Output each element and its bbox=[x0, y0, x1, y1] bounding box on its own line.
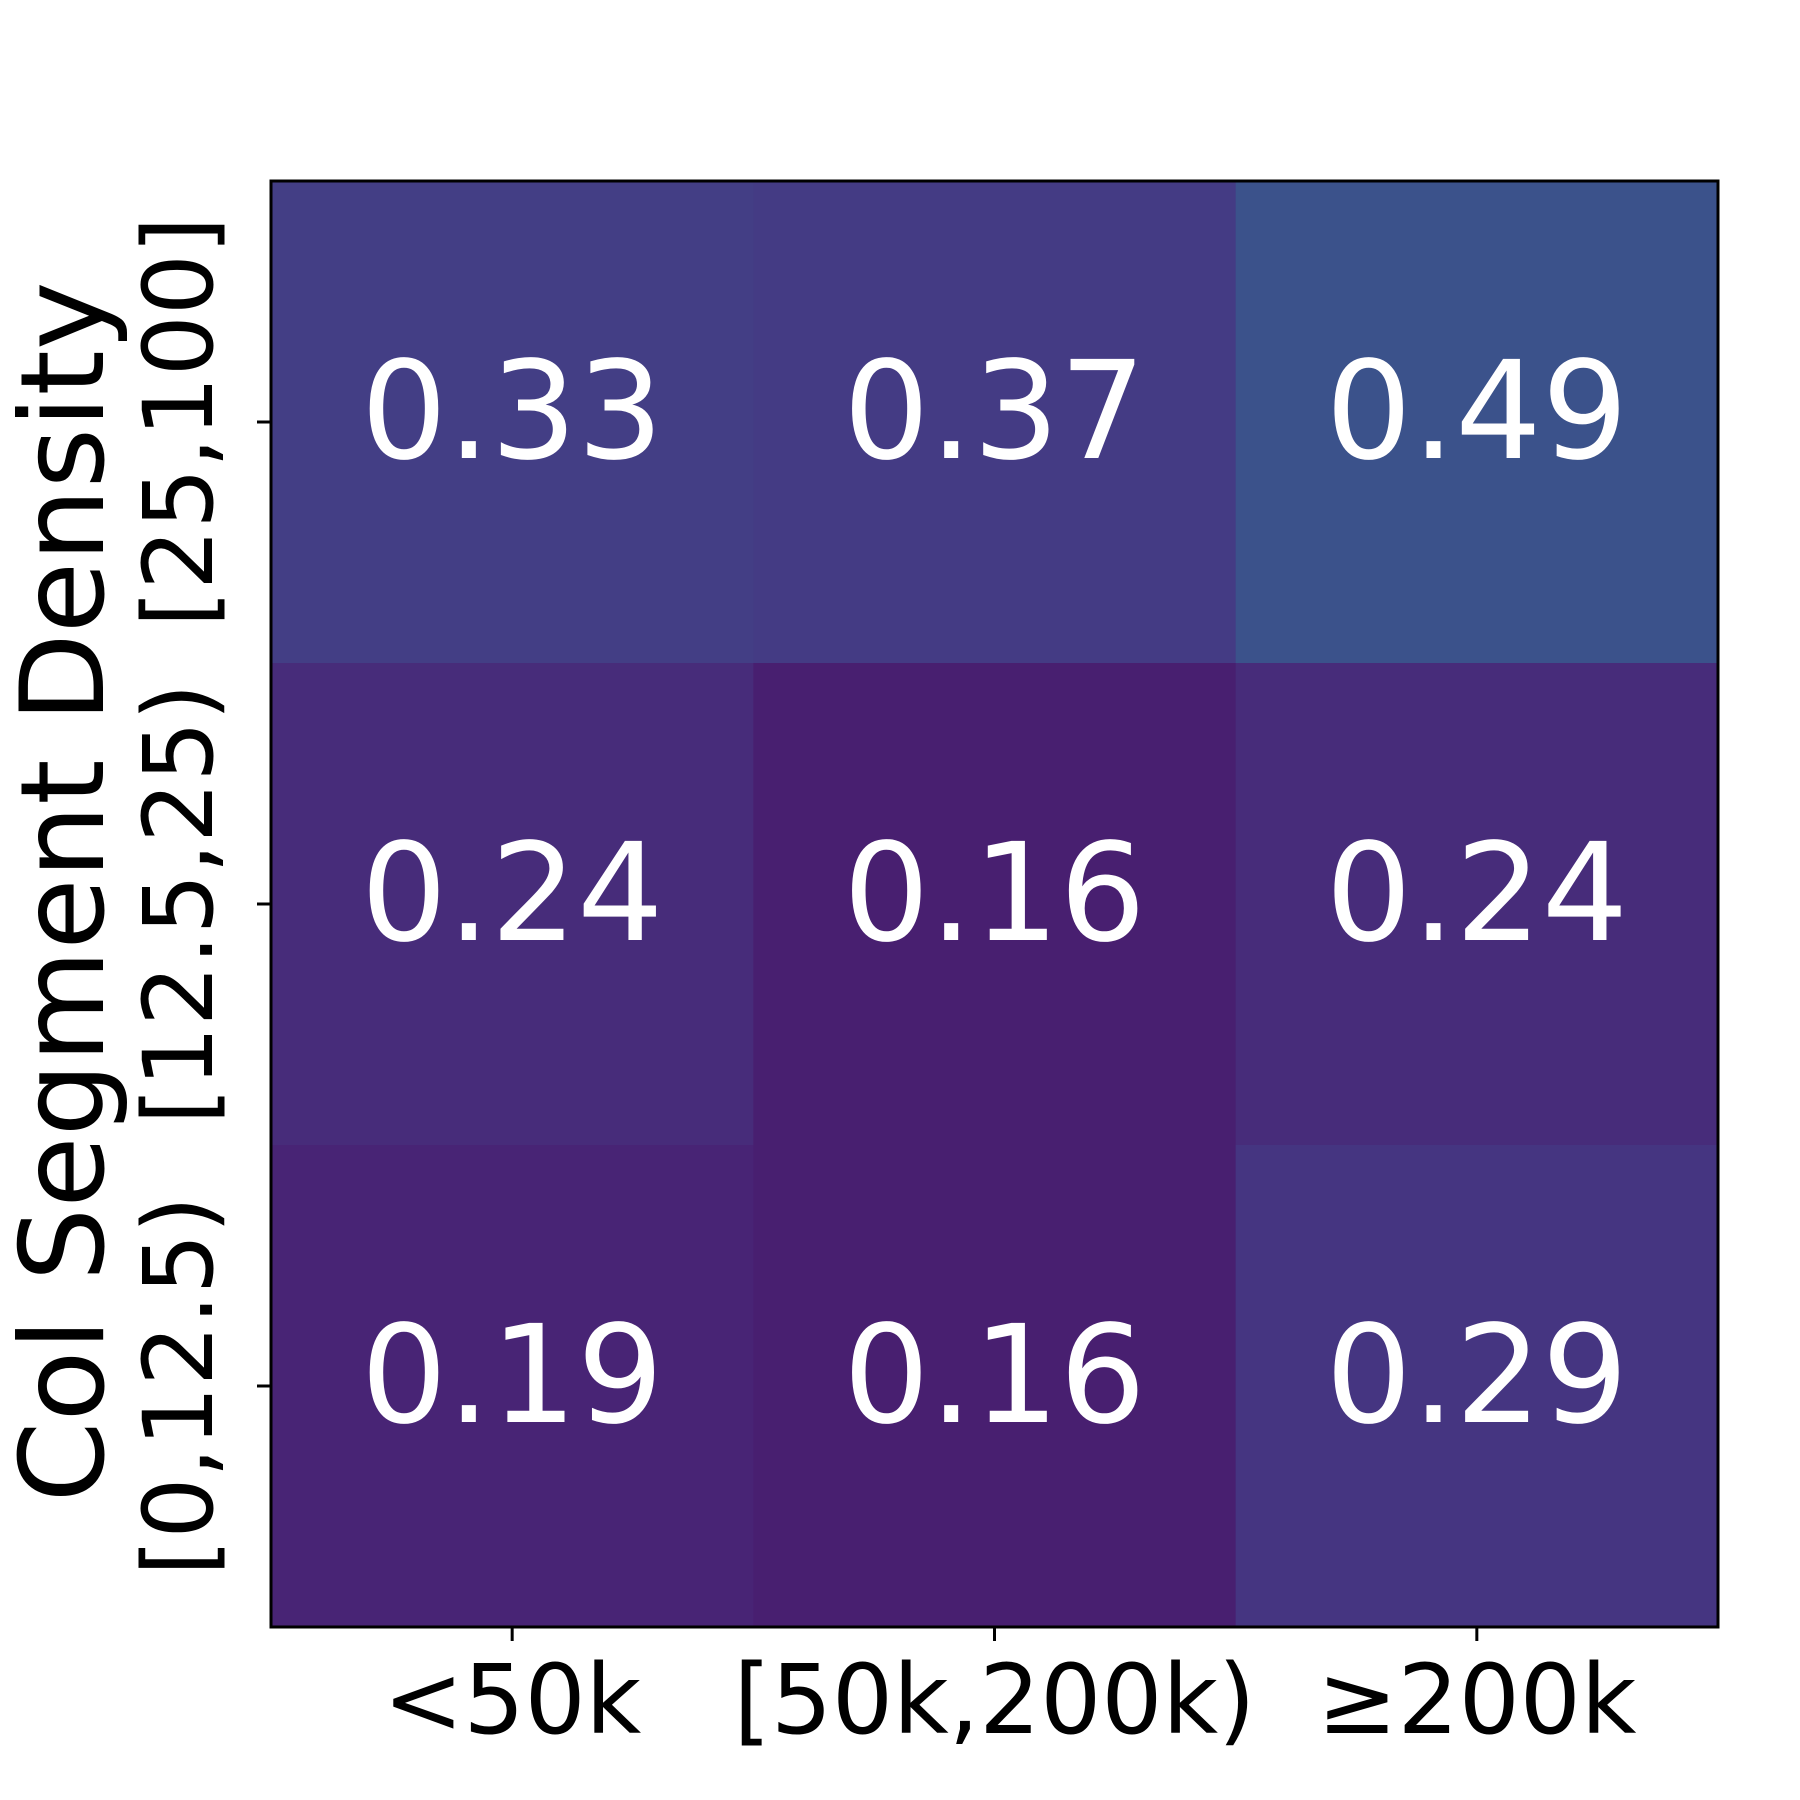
cell-value-label: 0.24 bbox=[361, 815, 664, 973]
y-axis-label: Col Segment Density bbox=[0, 282, 131, 1503]
heatmap-cells bbox=[271, 181, 1719, 1628]
x-tick-label: <50k bbox=[383, 1644, 642, 1756]
cell-value-label: 0.33 bbox=[361, 333, 664, 491]
heatmap-cell bbox=[271, 181, 754, 664]
heatmap-cell bbox=[1235, 663, 1719, 1146]
heatmap-value-labels: 0.33 0.37 0.49 0.24 0.16 0.24 0.19 0.16 0.29 bbox=[361, 333, 1628, 1455]
heatmap-cell bbox=[271, 663, 754, 1146]
y-tick-label: [25,100] bbox=[123, 217, 235, 628]
heatmap-cell bbox=[1235, 181, 1719, 664]
heatmap-cell bbox=[753, 181, 1237, 664]
cell-value-label: 0.16 bbox=[843, 815, 1146, 973]
cell-value-label: 0.16 bbox=[843, 1297, 1146, 1455]
y-tick-label: [0,12.5) bbox=[123, 1196, 235, 1576]
cell-value-label: 0.24 bbox=[1325, 815, 1628, 973]
cell-value-label: 0.29 bbox=[1325, 1297, 1628, 1455]
heatmap-cell bbox=[1235, 1145, 1719, 1628]
cell-value-label: 0.37 bbox=[843, 333, 1146, 491]
x-tick-label: [50k,200k) bbox=[734, 1644, 1256, 1756]
heatmap-cell bbox=[753, 1145, 1237, 1628]
y-tick-label: [12.5,25) bbox=[123, 683, 235, 1124]
heatmap-cell bbox=[271, 1145, 754, 1628]
x-tick-label: ≥200k bbox=[1317, 1644, 1637, 1756]
cell-value-label: 0.19 bbox=[361, 1297, 664, 1455]
heatmap-cell bbox=[753, 663, 1237, 1146]
y-axis-ticks: [25,100] [12.5,25) [0,12.5) bbox=[123, 217, 271, 1576]
cell-value-label: 0.49 bbox=[1325, 333, 1628, 491]
x-axis-ticks: <50k [50k,200k) ≥200k bbox=[383, 1627, 1637, 1756]
